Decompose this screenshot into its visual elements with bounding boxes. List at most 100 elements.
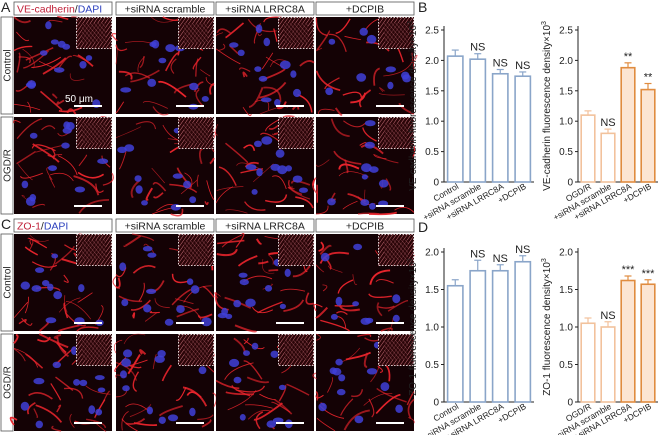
junction-strand [16,31,30,42]
junction-strand [259,81,287,99]
junction-strand [35,404,63,423]
bar [640,88,656,183]
y-tick-label: 2.5 [559,26,573,37]
junction-strand [312,372,317,380]
y-axis-label-text: ZO-1 fluorescence density×10 [542,262,553,396]
nucleus [158,416,166,424]
junction-strand [18,56,31,64]
junction-strand [127,354,141,375]
nucleus [186,278,194,286]
significance-label: ** [644,72,653,84]
junction-strand [139,349,147,356]
junction-strand [243,337,249,345]
nucleus [94,375,105,381]
junction-strand [319,244,332,256]
junction-strand [56,404,62,413]
column-header-box [315,218,415,233]
nucleus [229,42,239,48]
significance-label: NS [470,248,485,260]
junction-strand [52,93,58,99]
junction-strand [340,398,354,416]
junction-strand [362,127,377,142]
nucleus [119,262,127,272]
junction-strand [378,92,405,96]
nucleus [392,314,400,322]
nucleus [237,49,245,56]
column-header-label: +siRNA LRRC8A [225,4,305,16]
column-header-box [215,1,315,16]
junction-strand [133,422,158,427]
junction-strand [129,404,152,418]
y-tick-label: 1.0 [559,117,573,128]
y-axis-label-exponent: 3 [407,258,414,262]
nucleus [143,304,152,313]
micrograph-tile [312,333,415,432]
nucleus [31,285,42,292]
junction-strand [315,159,330,167]
junction-strand [28,238,34,251]
nucleus [258,75,268,82]
junction-strand [412,54,418,62]
micrograph-tile [215,333,315,431]
micrograph-tile [214,233,315,333]
y-tick-label: 0.5 [559,360,573,371]
junction-strand [385,178,392,191]
junction-strand [154,298,170,309]
junction-strand [124,72,151,79]
column-header-box [13,1,113,16]
nucleus [97,387,106,393]
junction-strand [239,67,251,72]
junction-strand [408,416,415,424]
junction-strand [299,60,315,67]
nucleus [255,24,263,33]
nucleus [279,60,291,70]
junction-strand [27,401,36,415]
junction-strand [234,324,258,333]
y-tick-label: 1.5 [559,285,573,296]
nucleus [120,370,127,379]
junction-strand [328,33,347,52]
junction-strand [315,17,328,37]
junction-strand [292,263,312,278]
junction-strand [131,233,155,242]
nucleus [79,379,88,387]
nucleus [190,285,200,294]
micrograph-tile [112,233,215,331]
nucleus [238,272,248,278]
nucleus [352,301,359,307]
junction-strand [125,403,150,412]
nucleus [74,186,86,193]
junction-strand [315,47,323,52]
y-tick-label: 2.0 [425,56,439,67]
row-label-box [0,116,14,215]
junction-strand [9,416,18,426]
junction-strand [32,143,60,163]
junction-strand [103,390,110,402]
junction-strand [271,401,291,413]
junction-strand [286,383,310,396]
nucleus [290,70,297,78]
junction-strand [412,145,416,158]
y-tick-label: 0 [567,178,573,189]
junction-strand [131,312,136,319]
nucleus [73,379,81,386]
nucleus [154,355,165,363]
bar [620,279,636,403]
column-header-box [215,218,315,233]
junction-strand [262,283,273,290]
column-header-box [315,1,415,16]
junction-strand [137,56,146,72]
junction-strand [411,52,415,70]
nucleus [361,163,372,173]
junction-strand [138,282,145,302]
nucleus [142,246,153,252]
column-header-box [13,218,113,233]
nucleus [52,361,61,368]
y-tick-label: 1.0 [425,323,439,334]
junction-strand [261,52,274,70]
nucleus [292,175,303,183]
junction-strand [13,45,33,52]
micrograph-tile [111,16,215,116]
junction-strand [152,192,164,199]
junction-strand [21,317,33,326]
